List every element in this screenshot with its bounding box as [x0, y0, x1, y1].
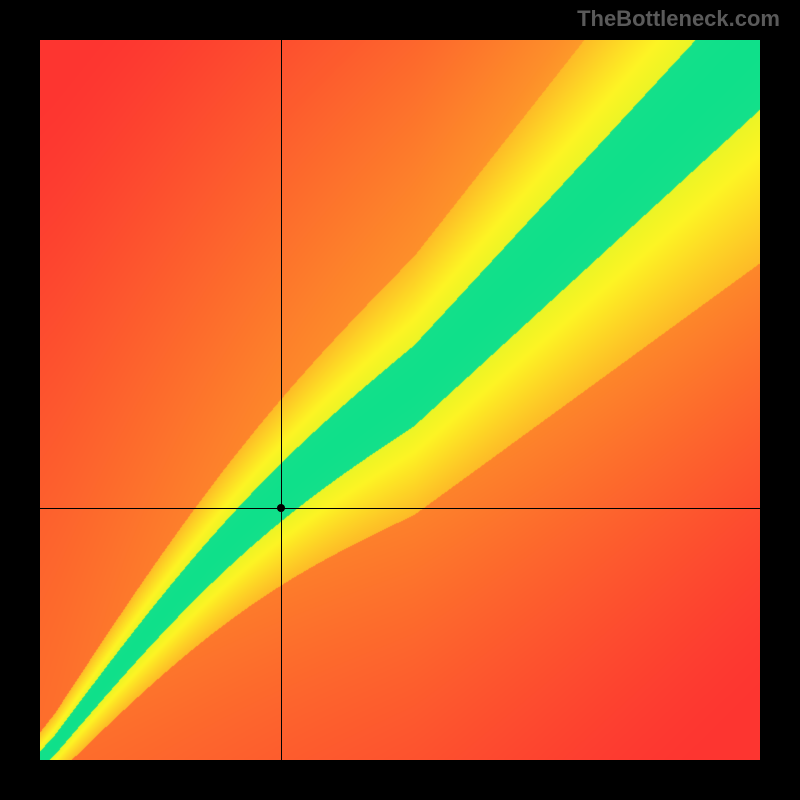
crosshair-horizontal — [40, 508, 760, 509]
heatmap-plot — [40, 40, 760, 760]
crosshair-vertical — [281, 40, 282, 760]
figure-frame: TheBottleneck.com — [0, 0, 800, 800]
heatmap-canvas — [40, 40, 760, 760]
crosshair-marker — [277, 504, 285, 512]
watermark-text: TheBottleneck.com — [577, 6, 780, 32]
